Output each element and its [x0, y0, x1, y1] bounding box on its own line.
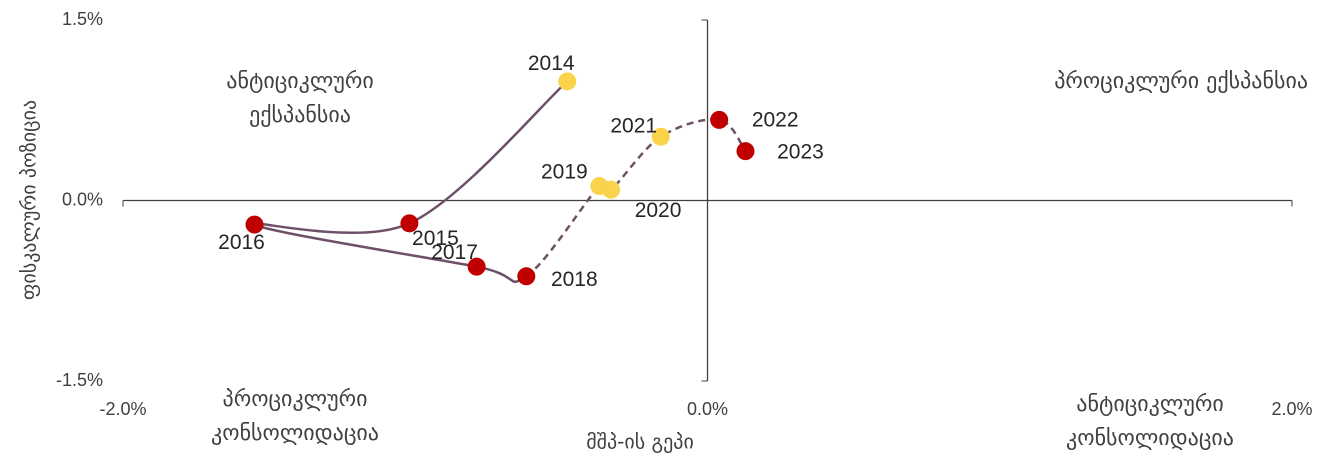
y-tick-label: 1.5% [62, 9, 103, 29]
y-tick-label: 0.0% [62, 189, 103, 209]
data-point [602, 180, 621, 199]
x-tick-label: 2.0% [1271, 399, 1312, 419]
data-point [245, 215, 264, 234]
quadrant-label: პროციკლური ექსპანსია [1054, 69, 1308, 94]
quadrant-label: ანტიციკლური [226, 69, 373, 94]
point-label: 2019 [541, 161, 588, 184]
point-label: 2022 [752, 108, 799, 131]
point-label: 2015 [412, 227, 459, 250]
quadrant-label: კონსოლიდაცია [1066, 426, 1234, 451]
data-point [710, 110, 729, 129]
point-label: 2018 [551, 268, 598, 291]
point-label: 2016 [218, 231, 265, 254]
quadrant-label: კონსოლიდაცია [211, 421, 379, 446]
trend-line [525, 118, 747, 278]
y-axis-label: ფისკალური პოზიცია [17, 100, 41, 300]
point-label: 2021 [610, 114, 657, 137]
quadrant-label: პროციკლური [223, 387, 368, 412]
quadrant-label: ექსპანსია [249, 103, 351, 128]
y-tick-label: -1.5% [56, 370, 103, 390]
data-point [467, 257, 486, 276]
data-point [736, 142, 755, 161]
point-label: 2023 [777, 141, 824, 164]
point-label: 2017 [431, 241, 478, 264]
quadrant-label: ანტიციკლური [1076, 392, 1223, 417]
x-tick-label: -2.0% [99, 399, 146, 419]
point-label: 2014 [528, 52, 575, 75]
x-axis-label: მშპ-ის გეპი [586, 430, 694, 454]
data-point [651, 127, 670, 146]
x-tick-label: 0.0% [687, 399, 728, 419]
point-label: 2020 [635, 199, 682, 222]
data-point [400, 214, 419, 233]
data-point [517, 267, 536, 286]
data-point [558, 72, 577, 91]
